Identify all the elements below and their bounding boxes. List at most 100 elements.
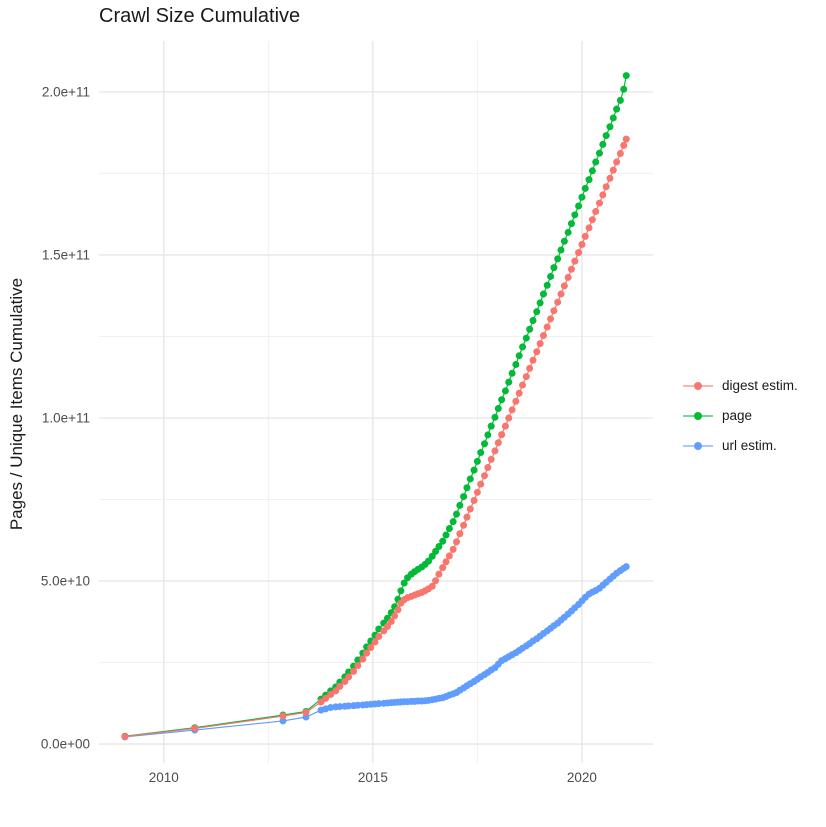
data-point-page [567, 220, 575, 228]
data-point-digest-estim- [481, 472, 489, 480]
data-point-page [620, 85, 628, 93]
legend-label-url-estim: url estim. [722, 438, 777, 453]
data-point-page [522, 334, 530, 342]
data-point-page [481, 440, 489, 448]
data-point-page [606, 123, 614, 131]
data-point-page [452, 510, 460, 518]
data-point-page [494, 405, 502, 413]
data-point-page [487, 422, 495, 430]
data-point-page [491, 413, 499, 421]
x-tick-label: 2010 [149, 770, 179, 785]
data-point-digest-estim- [550, 307, 558, 315]
data-point-digest-estim- [477, 480, 485, 488]
data-point-page [585, 176, 593, 184]
data-point-page [498, 396, 506, 404]
data-point-page [609, 114, 617, 122]
data-point-digest-estim- [363, 649, 371, 657]
y-tick-label: 2.0e+11 [42, 84, 90, 99]
y-tick-label: 0.0e+00 [41, 737, 90, 752]
legend-item-page: page [683, 407, 798, 424]
data-point-page [560, 237, 568, 245]
data-point-digest-estim- [354, 661, 362, 669]
data-point-digest-estim- [547, 315, 555, 323]
x-tick-label: 2015 [358, 770, 388, 785]
data-point-page [575, 202, 583, 210]
data-point-digest-estim- [452, 538, 460, 546]
data-point-digest-estim- [588, 216, 596, 224]
data-point-page [613, 105, 621, 113]
data-point-page [428, 552, 436, 560]
data-point-digest-estim- [616, 150, 624, 158]
data-point-digest-estim- [613, 158, 621, 166]
data-point-page [539, 290, 547, 298]
data-point-digest-estim- [498, 431, 506, 439]
data-point-page [445, 525, 453, 533]
data-point-digest-estim- [515, 389, 523, 397]
data-point-digest-estim- [473, 488, 481, 496]
data-point-page [557, 246, 565, 254]
data-point-page [449, 518, 457, 526]
data-point-page [505, 378, 513, 386]
data-point-digest-estim- [470, 496, 478, 504]
data-point-page [547, 272, 555, 280]
data-point-digest-estim- [456, 530, 464, 538]
data-point-digest-estim- [494, 439, 502, 447]
data-point-page [533, 308, 541, 316]
data-point-digest-estim- [508, 406, 516, 414]
data-point-digest-estim- [491, 447, 499, 455]
data-point-digest-estim- [599, 191, 607, 199]
chart-title: Crawl Size Cumulative [99, 5, 301, 27]
data-point-digest-estim- [359, 655, 367, 663]
data-point-page [484, 431, 492, 439]
data-point-page [400, 579, 408, 587]
data-point-digest-estim- [391, 612, 399, 620]
data-point-page [435, 542, 443, 550]
data-point-digest-estim- [394, 606, 402, 614]
data-point-digest-estim- [529, 356, 537, 364]
data-point-digest-estim- [439, 564, 447, 572]
data-point-digest-estim- [622, 135, 630, 143]
data-point-page [512, 360, 520, 368]
legend-marker-url-icon [683, 437, 713, 454]
data-point-digest-estim- [571, 257, 579, 265]
data-point-digest-estim- [536, 340, 544, 348]
data-point-digest-estim- [442, 558, 450, 566]
data-point-digest-estim- [505, 414, 513, 422]
data-point-page [397, 587, 405, 595]
data-point-page [442, 531, 450, 539]
data-point-page [578, 193, 586, 201]
data-point-digest-estim- [371, 638, 379, 646]
data-point-digest-estim- [432, 577, 440, 585]
data-point-digest-estim- [592, 208, 600, 216]
data-point-digest-estim- [595, 199, 603, 207]
data-point-digest-estim- [526, 364, 534, 372]
data-point-page [515, 352, 523, 360]
data-point-url-estim- [336, 703, 344, 711]
data-point-digest-estim- [428, 582, 436, 590]
data-point-digest-estim- [367, 644, 375, 652]
legend-label-digest-estim: digest estim. [722, 378, 798, 393]
legend-marker-page-icon [683, 407, 713, 424]
data-point-page [519, 343, 527, 351]
data-point-digest-estim- [345, 673, 353, 681]
data-point-page [595, 149, 603, 157]
data-point-digest-estim- [302, 708, 310, 716]
data-point-page [622, 72, 630, 80]
data-point-digest-estim- [445, 552, 453, 560]
data-point-digest-estim- [602, 183, 610, 191]
data-point-digest-estim- [332, 687, 340, 695]
y-tick-label: 5.0e+10 [41, 574, 90, 589]
data-point-page [526, 325, 534, 333]
data-point-page [470, 466, 478, 474]
data-point-digest-estim- [449, 545, 457, 553]
data-point-page [588, 167, 596, 175]
legend: digest estim. page url estim. [683, 377, 798, 454]
data-point-page [460, 493, 468, 501]
data-point-digest-estim- [564, 273, 572, 281]
data-point-page [554, 255, 562, 263]
data-point-digest-estim- [460, 521, 468, 529]
data-point-url-estim- [279, 717, 287, 725]
data-point-page [581, 184, 589, 192]
data-point-digest-estim- [484, 464, 492, 472]
